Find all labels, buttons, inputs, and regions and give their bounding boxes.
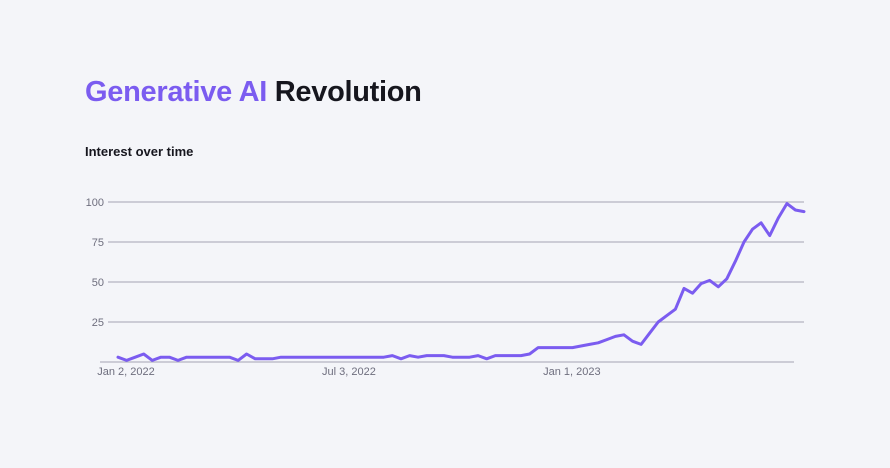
y-tick-label: 25 bbox=[92, 317, 104, 329]
x-tick-label: Jan 1, 2023 bbox=[543, 366, 601, 378]
series-line bbox=[116, 202, 806, 362]
x-tick-label: Jul 3, 2022 bbox=[322, 366, 376, 378]
y-tick-label: 100 bbox=[86, 197, 104, 209]
x-tick-label: Jan 2, 2022 bbox=[97, 366, 155, 378]
title-accent: Generative AI bbox=[85, 76, 267, 108]
y-tick-label: 50 bbox=[92, 277, 104, 289]
y-tick-label: 75 bbox=[92, 237, 104, 249]
page-title: Generative AI Revolution bbox=[85, 76, 422, 109]
title-rest: Revolution bbox=[274, 76, 422, 108]
chart-subtitle: Interest over time bbox=[85, 144, 194, 159]
